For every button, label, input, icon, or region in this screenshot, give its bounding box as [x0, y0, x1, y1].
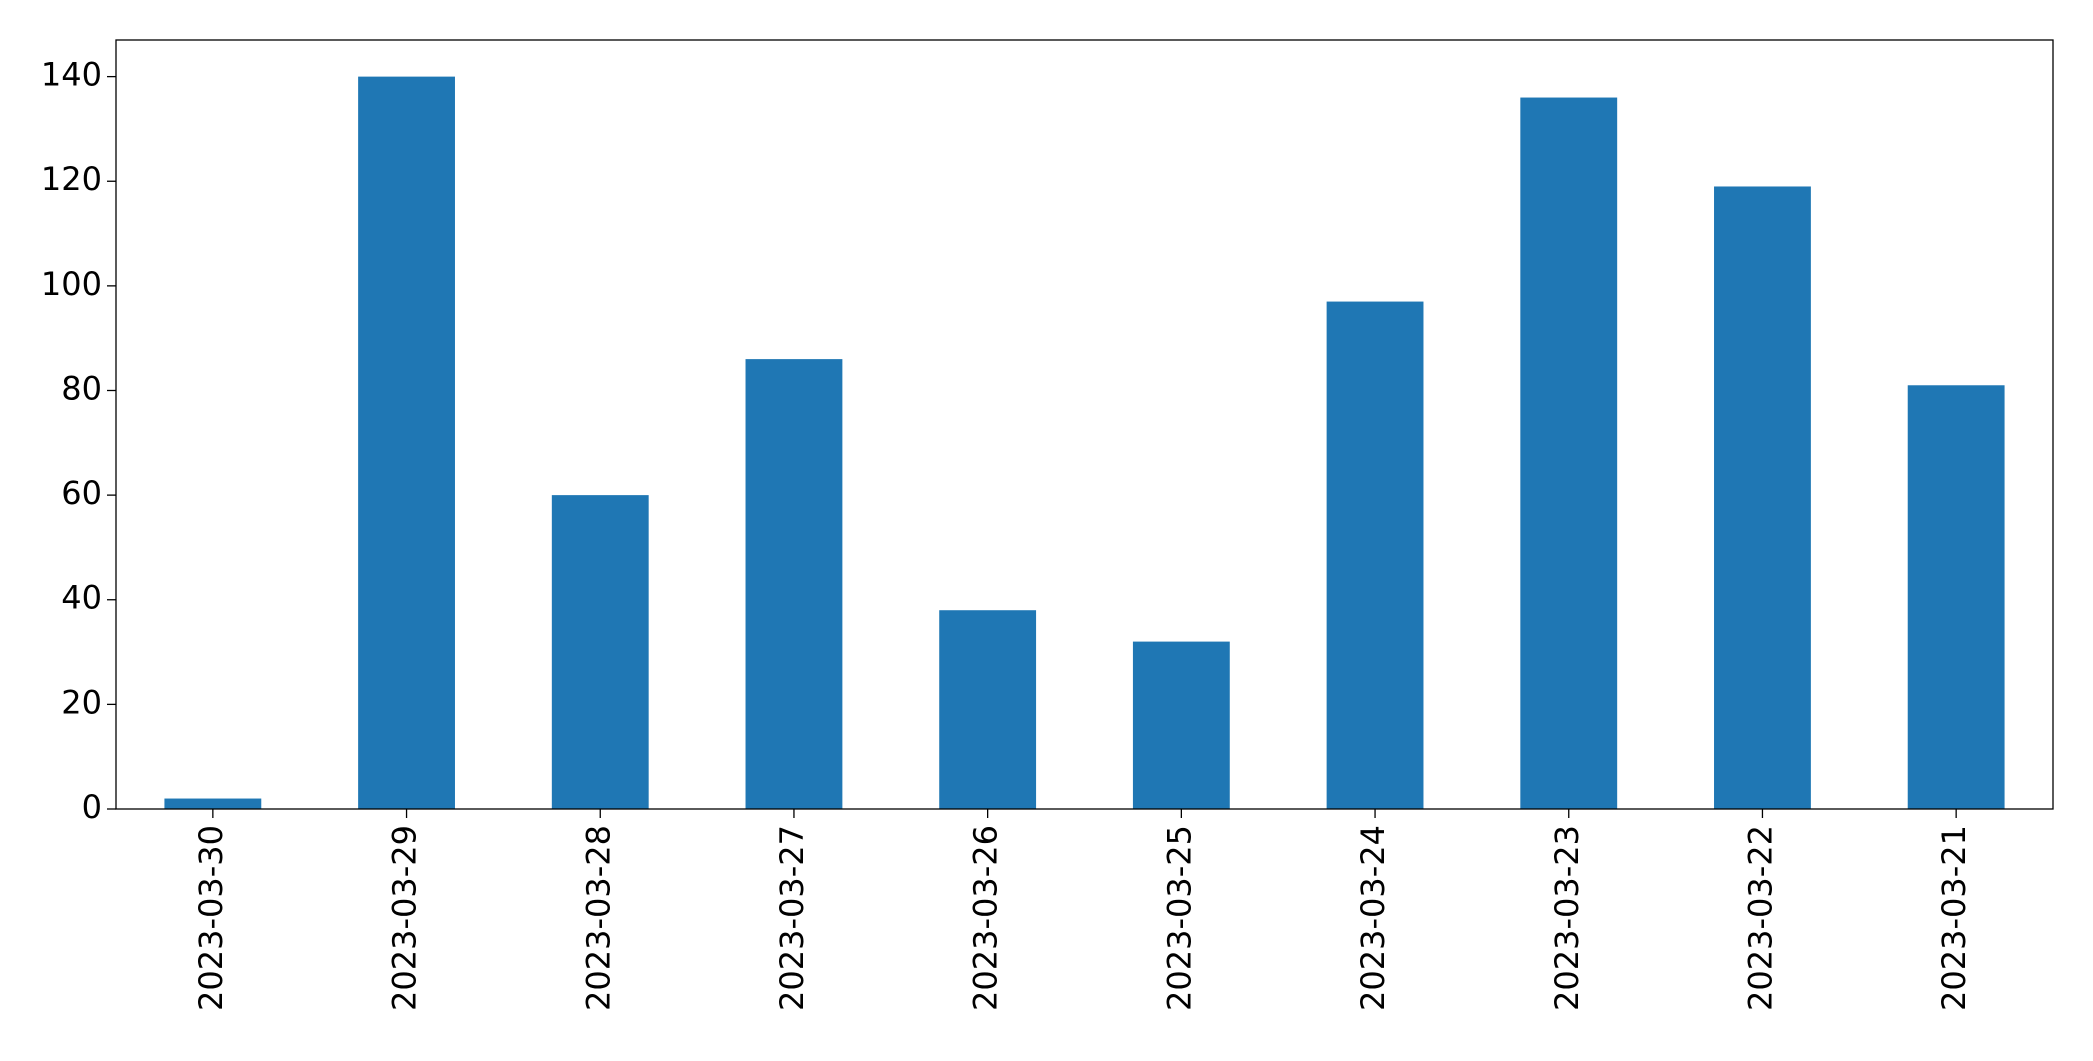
- x-tick-label: 2023-03-24: [1354, 825, 1392, 1011]
- bar: [939, 610, 1037, 809]
- bar: [1907, 385, 2005, 809]
- x-tick-label: 2023-03-29: [386, 825, 424, 1011]
- bar: [1714, 186, 1811, 809]
- y-tick-label: 80: [61, 369, 102, 407]
- x-tick-label: 2023-03-26: [967, 825, 1005, 1011]
- bar: [358, 76, 455, 810]
- y-tick-label: 100: [41, 265, 102, 303]
- y-tick-label: 140: [41, 56, 102, 94]
- x-tick-label: 2023-03-23: [1548, 825, 1586, 1011]
- y-tick-label: 120: [41, 160, 102, 198]
- y-tick-label: 20: [61, 683, 102, 721]
- bar: [551, 495, 649, 809]
- x-tick-label: 2023-03-22: [1741, 825, 1779, 1011]
- x-tick-label: 2023-03-28: [579, 825, 617, 1011]
- y-tick-label: 40: [61, 579, 102, 617]
- bar: [1132, 641, 1230, 809]
- bar: [1326, 301, 1424, 809]
- bar: [745, 359, 843, 809]
- plot-frame: [115, 39, 2054, 810]
- x-tick-label: 2023-03-21: [1935, 825, 1973, 1011]
- y-tick-label: 0: [82, 788, 102, 826]
- x-tick-label: 2023-03-25: [1160, 825, 1198, 1011]
- bar: [164, 798, 262, 809]
- x-tick-label: 2023-03-30: [192, 825, 230, 1011]
- x-tick-label: 2023-03-27: [773, 825, 811, 1011]
- bar: [1520, 97, 1618, 810]
- y-tick-label: 60: [61, 474, 102, 512]
